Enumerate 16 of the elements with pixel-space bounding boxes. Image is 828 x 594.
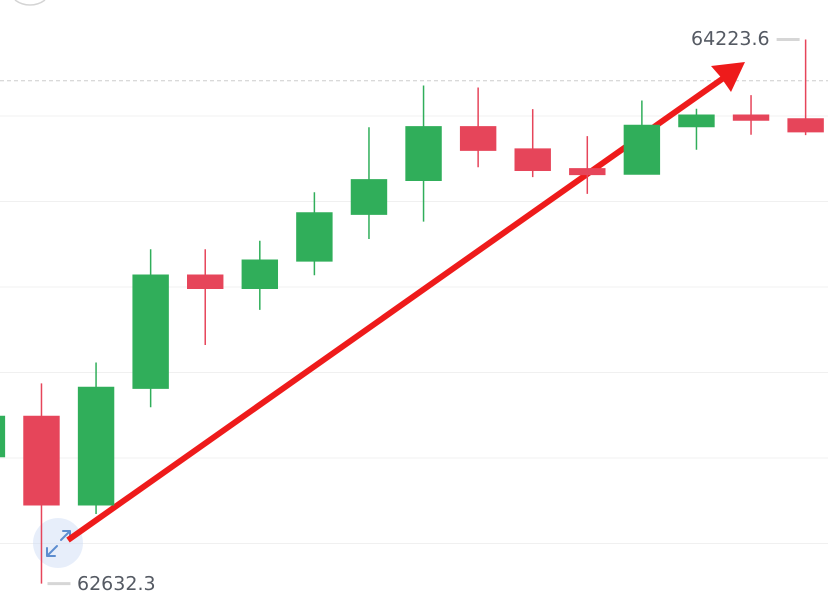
candlestick — [132, 248, 169, 408]
candlestick — [78, 362, 114, 515]
candlestick — [732, 94, 770, 136]
candlestick — [678, 108, 715, 151]
candlestick — [296, 191, 333, 276]
candlestick — [242, 240, 278, 311]
annotation: 64223.6 — [691, 28, 770, 50]
candlestick — [460, 86, 496, 168]
annotation: 62632.3 — [77, 573, 156, 594]
candlestick — [624, 100, 660, 175]
candlestick — [187, 248, 224, 346]
candlestick — [514, 108, 551, 178]
candlestick — [569, 135, 606, 195]
candlestick — [405, 84, 442, 222]
candlestick — [350, 126, 388, 240]
candlestick — [787, 38, 824, 136]
